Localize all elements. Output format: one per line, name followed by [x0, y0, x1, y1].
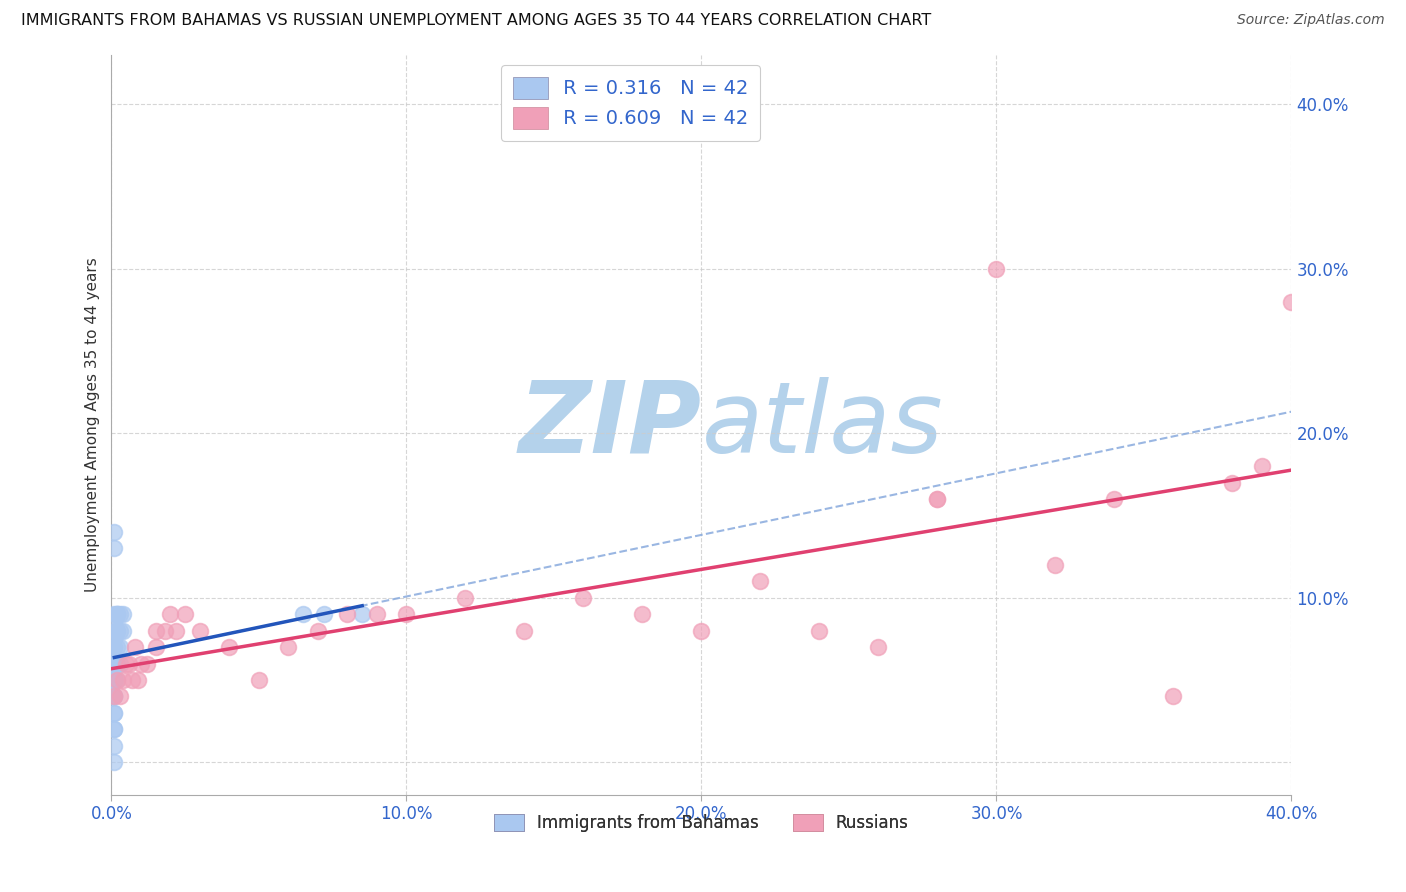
Point	[103, 723, 125, 737]
Point	[307, 624, 329, 638]
Point	[103, 706, 125, 720]
Point	[631, 607, 654, 622]
Point	[292, 607, 315, 622]
Point	[174, 607, 197, 622]
Point	[103, 657, 125, 671]
Point	[105, 657, 128, 671]
Point	[105, 640, 128, 654]
Point	[145, 640, 167, 654]
Point	[103, 755, 125, 769]
Point	[103, 690, 125, 704]
Point	[336, 607, 359, 622]
Point	[112, 624, 135, 638]
Point	[159, 607, 181, 622]
Point	[247, 673, 270, 687]
Y-axis label: Unemployment Among Ages 35 to 44 years: Unemployment Among Ages 35 to 44 years	[86, 258, 100, 592]
Point	[352, 607, 374, 622]
Point	[112, 673, 135, 687]
Point	[165, 624, 187, 638]
Point	[395, 607, 418, 622]
Text: Source: ZipAtlas.com: Source: ZipAtlas.com	[1237, 13, 1385, 28]
Point	[513, 624, 536, 638]
Point	[103, 657, 125, 671]
Point	[103, 640, 125, 654]
Point	[103, 739, 125, 753]
Point	[103, 690, 125, 704]
Point	[105, 607, 128, 622]
Point	[103, 706, 125, 720]
Point	[1045, 558, 1067, 572]
Point	[105, 673, 128, 687]
Point	[110, 657, 132, 671]
Point	[749, 574, 772, 589]
Point	[105, 624, 128, 638]
Point	[103, 690, 125, 704]
Point	[110, 640, 132, 654]
Point	[103, 615, 125, 630]
Point	[103, 632, 125, 646]
Point	[110, 690, 132, 704]
Point	[118, 657, 141, 671]
Point	[103, 673, 125, 687]
Point	[277, 640, 299, 654]
Text: atlas: atlas	[702, 376, 943, 474]
Point	[103, 541, 125, 556]
Point	[572, 591, 595, 605]
Point	[103, 690, 125, 704]
Point	[927, 492, 949, 507]
Point	[103, 673, 125, 687]
Point	[690, 624, 713, 638]
Point	[103, 524, 125, 539]
Point	[312, 607, 335, 622]
Point	[103, 723, 125, 737]
Legend: Immigrants from Bahamas, Russians: Immigrants from Bahamas, Russians	[488, 807, 915, 838]
Point	[129, 657, 152, 671]
Point	[808, 624, 831, 638]
Point	[103, 640, 125, 654]
Point	[115, 657, 138, 671]
Point	[986, 261, 1008, 276]
Point	[103, 673, 125, 687]
Point	[103, 624, 125, 638]
Point	[121, 673, 143, 687]
Point	[105, 673, 128, 687]
Point	[1251, 459, 1274, 474]
Point	[135, 657, 157, 671]
Point	[188, 624, 211, 638]
Text: ZIP: ZIP	[519, 376, 702, 474]
Point	[110, 624, 132, 638]
Point	[103, 648, 125, 663]
Point	[124, 640, 146, 654]
Point	[1281, 294, 1303, 309]
Point	[127, 673, 149, 687]
Point	[1104, 492, 1126, 507]
Point	[103, 607, 125, 622]
Point	[103, 673, 125, 687]
Point	[103, 657, 125, 671]
Text: IMMIGRANTS FROM BAHAMAS VS RUSSIAN UNEMPLOYMENT AMONG AGES 35 TO 44 YEARS CORREL: IMMIGRANTS FROM BAHAMAS VS RUSSIAN UNEMP…	[21, 13, 931, 29]
Point	[153, 624, 176, 638]
Point	[110, 607, 132, 622]
Point	[1222, 475, 1244, 490]
Point	[454, 591, 477, 605]
Point	[927, 492, 949, 507]
Point	[105, 624, 128, 638]
Point	[105, 607, 128, 622]
Point	[218, 640, 240, 654]
Point	[145, 624, 167, 638]
Point	[868, 640, 890, 654]
Point	[1163, 690, 1185, 704]
Point	[105, 607, 128, 622]
Point	[366, 607, 388, 622]
Point	[112, 607, 135, 622]
